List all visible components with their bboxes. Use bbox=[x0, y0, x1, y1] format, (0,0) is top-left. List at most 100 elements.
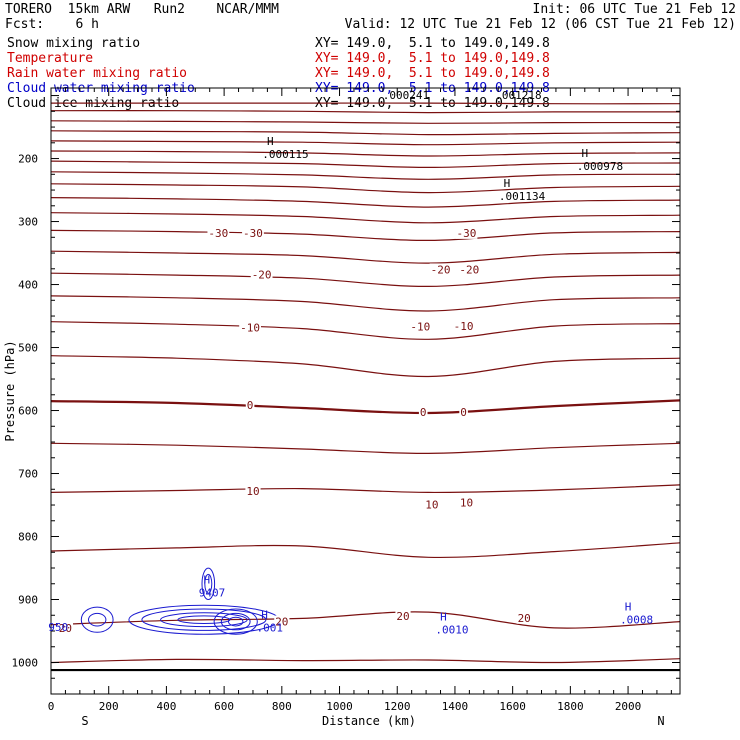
x-tick-label: 200 bbox=[99, 700, 119, 713]
x-tick-label: 1000 bbox=[326, 700, 353, 713]
cloud-water-contour-1-1 bbox=[220, 612, 251, 631]
misc-label: .000241 bbox=[383, 89, 429, 102]
isotherm-6 bbox=[50, 160, 681, 169]
cloud-water-contour-3-0 bbox=[88, 612, 107, 627]
isotherm-5 bbox=[50, 150, 681, 157]
contour-labels: -30 -30 -30 -20 -20 -20 -10 -10 -10 0 0 0 10 10 10 20 20… bbox=[48, 89, 653, 637]
isotherm-label-bg bbox=[274, 615, 290, 628]
isotherm-13 bbox=[50, 272, 681, 288]
isotherm-label-bg bbox=[452, 320, 475, 333]
isotherm-label: -30 bbox=[457, 227, 477, 240]
isotherm-label-bg bbox=[424, 498, 440, 511]
y-tick-label: 300 bbox=[18, 216, 38, 229]
isotherm-1 bbox=[50, 110, 681, 114]
legend-temperature-name: Temperature bbox=[7, 51, 94, 66]
y-tick-label: 800 bbox=[18, 531, 38, 544]
isotherm-label-bg bbox=[429, 263, 452, 276]
isotherm-label: -20 bbox=[459, 263, 479, 276]
isotherm-label: 10 bbox=[460, 496, 473, 509]
isotherm-label: -30 bbox=[208, 227, 228, 240]
isotherm-label-bg bbox=[409, 320, 432, 333]
isotherm-14 bbox=[50, 295, 681, 312]
x-tick-label: 800 bbox=[272, 700, 292, 713]
extremum-value: .001134 bbox=[499, 190, 546, 203]
isotherm-22 bbox=[50, 658, 681, 664]
isotherm-10 bbox=[50, 212, 681, 224]
isotherm-label: 20 bbox=[396, 610, 409, 623]
isotherm-label: 20 bbox=[59, 622, 72, 635]
x-tick-label: 400 bbox=[156, 700, 176, 713]
isotherm-17 bbox=[50, 399, 681, 415]
x-tick-label: 1600 bbox=[499, 700, 526, 713]
isotherm-9 bbox=[50, 197, 681, 208]
isotherm-label-bg bbox=[245, 485, 261, 498]
isotherm-label-bg bbox=[239, 321, 261, 334]
isotherm-11 bbox=[50, 229, 681, 242]
extremum-value: .0008 bbox=[620, 614, 653, 627]
y-axis-title: Pressure (hPa) bbox=[3, 340, 17, 441]
legend-snow-range: XY= 149.0, 5.1 to 149.0,149.8 bbox=[315, 36, 550, 51]
isotherm-8 bbox=[50, 183, 681, 194]
header-title: TORERO 15km ARW Run2 NCAR/MMM bbox=[5, 2, 279, 17]
misc-label: 950 bbox=[48, 621, 68, 634]
isotherm-label-bg bbox=[458, 496, 475, 509]
y-tick-label: 700 bbox=[18, 468, 38, 481]
isotherm-12 bbox=[50, 250, 681, 264]
isotherm-18 bbox=[50, 442, 681, 455]
extremum-value: 9407 bbox=[199, 586, 226, 599]
isotherm-3 bbox=[50, 130, 681, 136]
x-tick-label: 2000 bbox=[615, 700, 642, 713]
legend-snow-name: Snow mixing ratio bbox=[7, 36, 141, 51]
extremum-mark: H bbox=[504, 177, 511, 190]
isotherm-7 bbox=[50, 171, 681, 180]
extremum-value: .0010 bbox=[435, 624, 468, 637]
isotherm-label: -10 bbox=[240, 321, 260, 334]
isotherm-19 bbox=[50, 484, 681, 494]
isotherm-2 bbox=[50, 120, 681, 124]
cloud-water-layer bbox=[80, 567, 280, 635]
legend-rain-range: XY= 149.0, 5.1 to 149.0,149.8 bbox=[315, 66, 550, 81]
isotherm-label: -20 bbox=[252, 268, 272, 281]
isotherm-0 bbox=[50, 102, 681, 105]
extremum-mark: H bbox=[261, 609, 268, 622]
y-tick-label: 400 bbox=[18, 279, 38, 292]
plot-border bbox=[50, 87, 681, 695]
isotherm-label-bg bbox=[395, 609, 411, 622]
y-tick-label: 900 bbox=[18, 594, 38, 607]
misc-label: .001218 bbox=[495, 89, 541, 102]
axis-text: 0 200 400 600 800 1000 1200 1400 1600 1800 2000200… bbox=[3, 153, 665, 728]
cloud-water-contour-0-1 bbox=[160, 612, 248, 628]
south-label: S bbox=[81, 714, 88, 728]
header-valid: Valid: 12 UTC Tue 21 Feb 12 (06 CST Tue … bbox=[344, 17, 736, 32]
isotherm-label: 10 bbox=[246, 485, 259, 498]
cloud-water-contour-0-2 bbox=[141, 608, 267, 631]
extremum-mark: H bbox=[625, 601, 632, 614]
isotherm-label: 0 bbox=[247, 399, 254, 412]
isotherm-label: -20 bbox=[431, 263, 451, 276]
isotherm-label: -30 bbox=[243, 227, 263, 240]
isotherm-16 bbox=[50, 355, 681, 378]
legend-temperature-range: XY= 149.0, 5.1 to 149.0,149.8 bbox=[315, 51, 550, 66]
x-tick-label: 1400 bbox=[442, 700, 469, 713]
extremum-mark: H bbox=[267, 135, 274, 148]
isotherm-label: 0 bbox=[460, 406, 467, 419]
north-label: N bbox=[657, 714, 664, 728]
isotherm-label: 20 bbox=[275, 616, 288, 629]
cloud-water-contour-2-0 bbox=[204, 573, 213, 594]
isotherm-4 bbox=[50, 140, 681, 146]
isotherm-label-bg bbox=[459, 405, 468, 418]
isotherm-layer bbox=[50, 102, 681, 664]
extremum-mark: H bbox=[581, 147, 588, 160]
isotherm-label: 10 bbox=[425, 498, 438, 511]
header-init: Init: 06 UTC Tue 21 Feb 12 bbox=[532, 2, 737, 17]
extremum-value: .000978 bbox=[577, 160, 623, 173]
x-tick-label: 0 bbox=[48, 700, 55, 713]
isotherm-20 bbox=[50, 542, 681, 559]
isotherm-label-bg bbox=[207, 226, 230, 239]
extremum-value: .001 bbox=[257, 622, 284, 635]
isotherm-label-bg bbox=[455, 226, 478, 239]
cloud-water-contour-0-0 bbox=[177, 615, 231, 625]
isotherm-label: 20 bbox=[518, 612, 531, 625]
y-tick-label: 600 bbox=[18, 405, 38, 418]
